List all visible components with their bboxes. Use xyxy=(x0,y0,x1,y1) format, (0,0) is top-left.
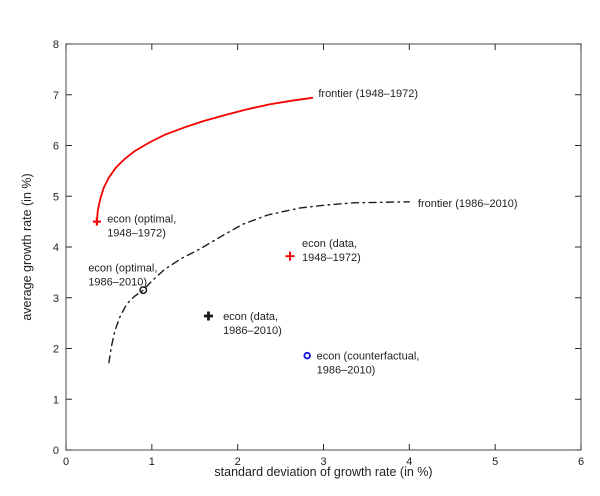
label-econ-optimal-1986-2010: econ (optimal, 1986–2010) xyxy=(88,262,157,288)
annotation-line: frontier (1948–1972) xyxy=(318,88,418,100)
series-frontier-1948-1972 xyxy=(96,96,314,223)
y-tick-label: 6 xyxy=(53,141,59,153)
y-tick-label: 1 xyxy=(53,394,59,406)
marker-econ-data-1948-1972 xyxy=(285,251,295,261)
y-tick-label: 0 xyxy=(53,445,59,457)
label-econ-counterfactual-1986-2010: econ (counterfactual, 1986–2010) xyxy=(317,351,420,377)
marker-econ-optimal-1948-1972 xyxy=(92,217,101,226)
x-tick-label: 1 xyxy=(149,456,155,468)
annotation-line: 1948–1972) xyxy=(302,252,361,264)
y-tick-label: 7 xyxy=(53,90,59,102)
marker-econ-optimal-1986-2010 xyxy=(139,286,148,295)
y-tick-label: 4 xyxy=(53,242,59,254)
label-frontier-1948-1972: frontier (1948–1972) xyxy=(318,88,418,100)
marker-econ-counterfactual-1986-2010 xyxy=(303,351,311,360)
y-axis-label: average growth rate (in %) xyxy=(20,173,34,320)
y-tick-label: 2 xyxy=(53,344,59,356)
label-frontier-1986-2010: frontier (1986–2010) xyxy=(418,198,518,210)
annotation-line: 1986–2010) xyxy=(88,276,147,288)
x-tick-label: 6 xyxy=(578,456,584,468)
annotation-line: frontier (1986–2010) xyxy=(418,198,518,210)
y-tick-label: 3 xyxy=(53,293,59,305)
annotation-line: 1948–1972) xyxy=(107,228,166,240)
x-tick-label: 5 xyxy=(492,456,498,468)
annotation-line: 1986–2010) xyxy=(223,325,282,337)
annotation-line: econ (optimal, xyxy=(88,262,157,274)
x-tick-label: 4 xyxy=(406,456,412,468)
x-tick-label: 2 xyxy=(235,456,241,468)
label-econ-data-1948-1972: econ (data, 1948–1972) xyxy=(302,238,361,264)
annotation-line: econ (optimal, xyxy=(107,214,176,226)
series-frontier-1986-2010 xyxy=(108,201,410,364)
annotation-line: econ (data, xyxy=(223,311,278,323)
label-econ-optimal-1948-1972: econ (optimal, 1948–1972) xyxy=(107,214,176,240)
y-tick-label: 8 xyxy=(53,39,59,51)
circle-icon xyxy=(139,286,148,295)
y-tick-label: 5 xyxy=(53,191,59,203)
x-axis-label: standard deviation of growth rate (in %) xyxy=(214,465,432,479)
x-tick-label: 3 xyxy=(320,456,326,468)
annotation-line: econ (counterfactual, xyxy=(317,351,420,363)
label-econ-data-1986-2010: econ (data, 1986–2010) xyxy=(223,311,282,337)
marker-econ-data-1986-2010 xyxy=(203,311,213,321)
x-tick-label: 0 xyxy=(63,456,69,468)
circle-icon xyxy=(303,351,311,360)
annotation-line: 1986–2010) xyxy=(317,365,376,377)
annotation-line: econ (data, xyxy=(302,238,357,250)
